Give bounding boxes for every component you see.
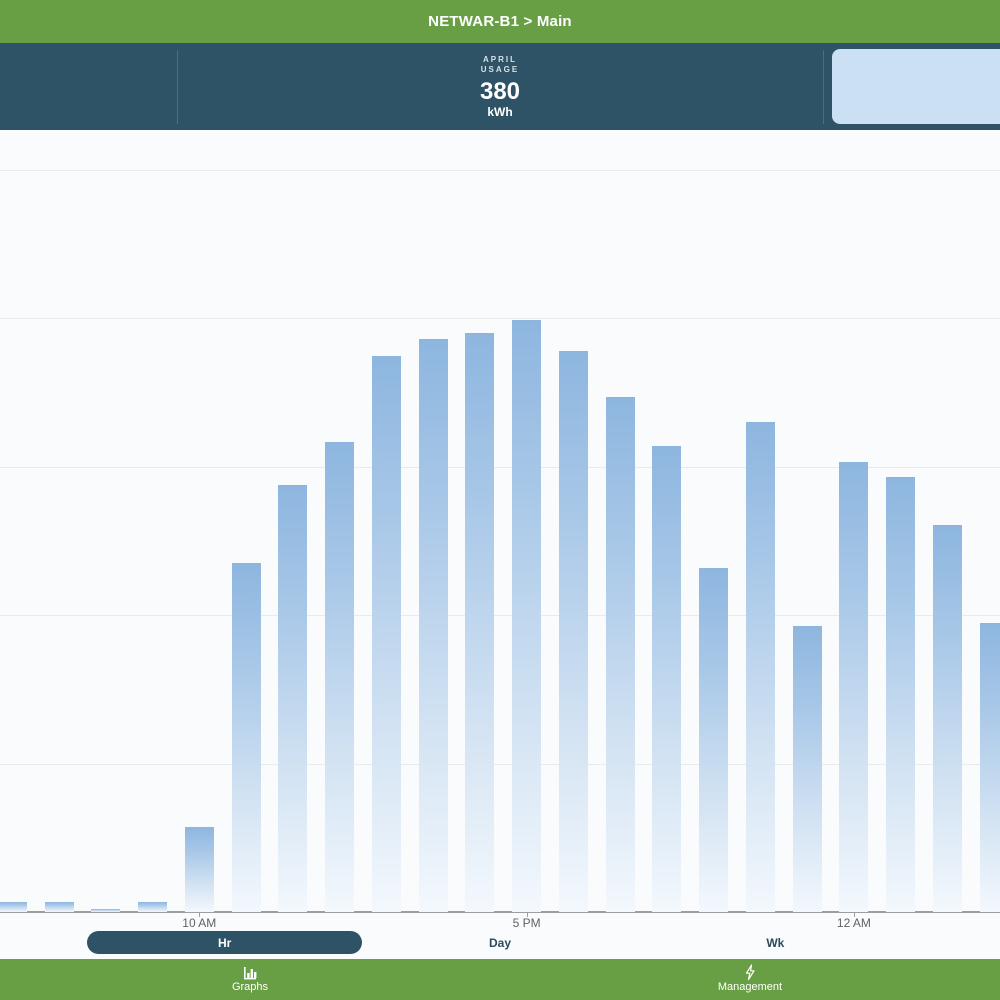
next-stat-card[interactable] (832, 49, 1000, 124)
usage-bar-12pm (278, 484, 308, 912)
usage-bar-1pm (325, 441, 355, 912)
range-option-label: Day (488, 935, 511, 950)
usage-bar-4pm (465, 333, 495, 912)
x-tick-mark (853, 913, 855, 917)
range-option-label: Hr (217, 935, 232, 950)
metric-unit: kWh (487, 104, 513, 119)
usage-bar-2am (932, 524, 962, 912)
bottom-nav: Graphs Management (0, 959, 1000, 1000)
range-option-label: Wk (766, 935, 785, 950)
april-usage-metric: APRIL USAGE 380 kWh (177, 43, 823, 130)
usage-bar-3am (979, 622, 1000, 912)
metric-label-line1: APRIL (483, 54, 517, 64)
usage-bar-12am (839, 462, 869, 912)
title-bar: NETWAR-B1 > Main (0, 0, 1000, 43)
range-selector: Hr Day Wk (87, 931, 913, 954)
usage-bar-8am (91, 909, 121, 912)
x-tick-label: 12 AM (836, 916, 871, 930)
usage-bar-1am (886, 477, 916, 912)
usage-bar-6am (0, 901, 27, 912)
usage-bar-chart: 10 AM 5 PM 12 AM (0, 130, 1000, 959)
bar-chart-icon (241, 964, 259, 981)
x-tick-mark (526, 913, 528, 917)
usage-bar-7pm (605, 397, 635, 912)
metric-value: 380 (479, 77, 521, 105)
usage-bar-6pm (558, 351, 588, 912)
x-axis (0, 911, 1000, 913)
tab-management[interactable]: Management (500, 959, 1000, 1000)
usage-bar-11pm (792, 625, 822, 912)
usage-bar-9am (138, 901, 168, 912)
usage-bar-7am (44, 901, 74, 912)
gridline (0, 763, 1000, 765)
usage-bar-8pm (652, 446, 682, 912)
usage-bar-10am (184, 827, 214, 912)
tab-graphs[interactable]: Graphs (0, 959, 500, 1000)
usage-bar-9pm (699, 567, 729, 912)
lightning-icon (743, 964, 757, 981)
stats-divider (823, 50, 824, 124)
range-option-day[interactable]: Day (362, 931, 637, 954)
gridline (0, 615, 1000, 617)
x-tick-label: 10 AM (182, 916, 217, 930)
usage-bar-2pm (371, 355, 401, 912)
usage-bar-11am (231, 563, 261, 912)
x-tick-label: 5 PM (512, 916, 541, 930)
gridline (0, 170, 1000, 171)
range-option-hr[interactable]: Hr (87, 931, 363, 954)
tab-label: Management (717, 981, 783, 993)
tab-label: Graphs (231, 981, 269, 993)
x-tick-mark (199, 913, 201, 917)
gridline (0, 466, 1000, 468)
breadcrumb[interactable]: NETWAR-B1 > Main (428, 13, 572, 30)
gridline (0, 318, 1000, 320)
usage-bar-3pm (418, 339, 448, 912)
stats-bar: APRIL USAGE 380 kWh (0, 43, 1000, 130)
usage-bar-5pm (512, 319, 542, 912)
usage-bar-10pm (745, 422, 775, 912)
range-option-wk[interactable]: Wk (638, 931, 913, 954)
stats-divider (177, 50, 178, 124)
metric-label-line2: USAGE (480, 64, 520, 74)
